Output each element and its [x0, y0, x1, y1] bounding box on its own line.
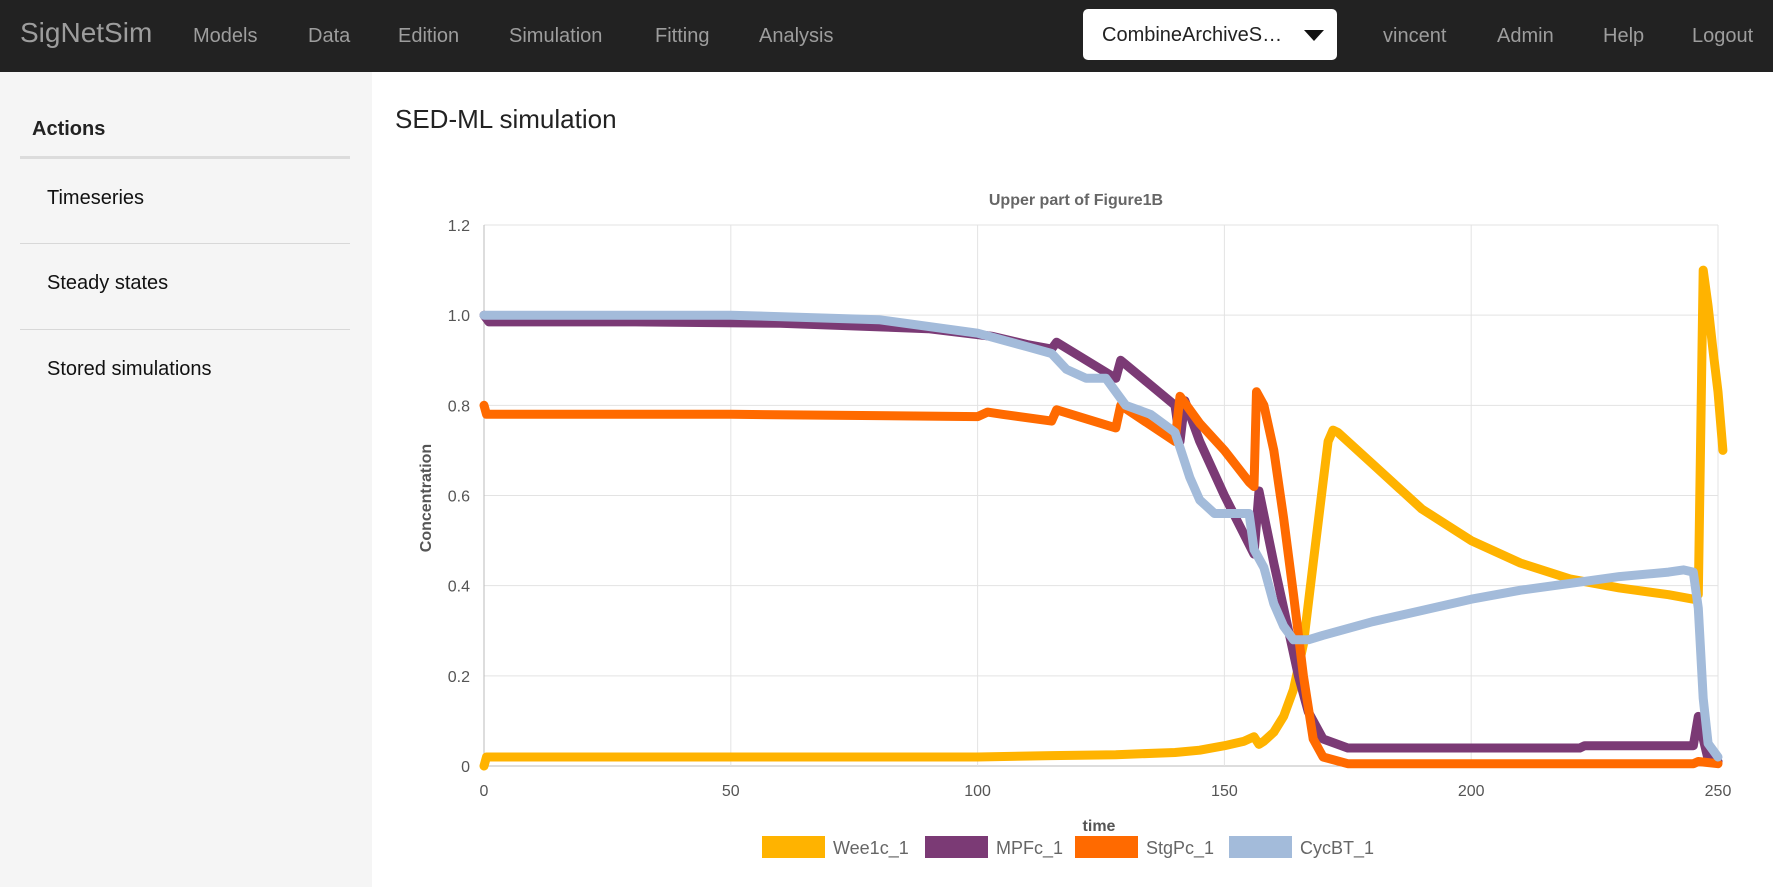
project-select[interactable]: CombineArchiveS…: [1083, 9, 1337, 60]
x-tick-label: 250: [1705, 783, 1732, 800]
nav-user[interactable]: vincent: [1383, 25, 1447, 47]
sidebar-item-stored-simulations[interactable]: Stored simulations: [20, 330, 350, 414]
sidebar-item-timeseries[interactable]: Timeseries: [20, 159, 350, 243]
nav-logout[interactable]: Logout: [1692, 25, 1754, 47]
series-line-stgpc-1: [479, 387, 1723, 769]
chevron-down-icon: [1304, 30, 1324, 41]
nav-analysis[interactable]: Analysis: [759, 25, 834, 47]
sidebar-heading: Actions: [32, 118, 106, 140]
project-select-label: CombineArchiveS…: [1102, 24, 1283, 46]
legend-label: StgPc_1: [1146, 838, 1214, 859]
sidebar-divider: [20, 156, 350, 159]
y-tick-label: 0: [461, 759, 470, 776]
series-line-wee1c-1: [479, 265, 1728, 771]
x-axis-ticks: 0 50 100 150 200 250: [480, 783, 1732, 800]
brand-logo[interactable]: SigNetSim: [20, 17, 153, 48]
y-tick-label: 0.2: [448, 669, 470, 686]
legend-label: Wee1c_1: [833, 838, 909, 859]
nav-help[interactable]: Help: [1603, 25, 1645, 47]
y-tick-label: 0.6: [448, 489, 470, 506]
x-axis-title: time: [1083, 818, 1116, 835]
x-tick-label: 0: [480, 783, 489, 800]
legend-label: CycBT_1: [1300, 838, 1374, 859]
chart-legend: Wee1c_1 MPFc_1 StgPc_1 CycBT_1: [762, 836, 1374, 859]
chart-title: Upper part of Figure1B: [989, 192, 1163, 209]
nav-fitting[interactable]: Fitting: [655, 25, 710, 47]
nav-simulation[interactable]: Simulation: [509, 25, 603, 47]
sidebar-item-label: Timeseries: [47, 187, 145, 209]
legend-swatch: [1075, 836, 1138, 858]
top-navbar: SigNetSim Models Data Edition Simulation…: [0, 0, 1773, 72]
y-tick-label: 0.8: [448, 398, 470, 415]
y-axis-title: Concentration: [418, 444, 435, 552]
nav-models[interactable]: Models: [193, 25, 258, 47]
series-line-cycbt-1: [479, 310, 1723, 762]
sidebar: Actions Timeseries Steady states Stored …: [0, 72, 372, 887]
nav-admin[interactable]: Admin: [1497, 25, 1554, 47]
legend-swatch: [762, 836, 825, 858]
legend-swatch: [925, 836, 988, 858]
chart-series: [479, 265, 1728, 771]
sidebar-item-label: Stored simulations: [47, 358, 212, 380]
nav-edition[interactable]: Edition: [398, 25, 460, 47]
nav-data[interactable]: Data: [308, 25, 351, 47]
y-axis-ticks: 0 0.2 0.4 0.6 0.8 1.0 1.2: [448, 218, 470, 776]
sidebar-divider: [20, 243, 350, 244]
sidebar-item-steady-states[interactable]: Steady states: [20, 244, 350, 328]
x-tick-label: 200: [1458, 783, 1485, 800]
y-tick-label: 1.0: [448, 308, 470, 325]
legend-swatch: [1229, 836, 1292, 858]
sidebar-item-label: Steady states: [47, 272, 169, 294]
page-title: SED-ML simulation: [395, 104, 617, 134]
y-tick-label: 1.2: [448, 218, 470, 235]
x-tick-label: 50: [722, 783, 740, 800]
x-tick-label: 100: [964, 783, 991, 800]
legend-label: MPFc_1: [996, 838, 1063, 859]
chart-grid: [483, 224, 1719, 767]
y-tick-label: 0.4: [448, 579, 470, 596]
sidebar-divider: [20, 329, 350, 330]
x-tick-label: 150: [1211, 783, 1238, 800]
